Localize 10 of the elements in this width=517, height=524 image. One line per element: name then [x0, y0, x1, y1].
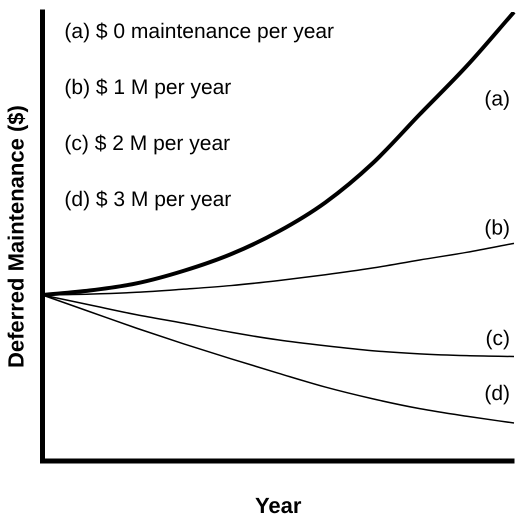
annotation: (d) $ 3 M per year — [64, 188, 232, 211]
x-axis-title: Year — [254, 492, 302, 518]
annotation: (b) $ 1 M per year — [64, 76, 232, 99]
annotation: (a) $ 0 maintenance per year — [64, 20, 334, 43]
series-label: (d) — [484, 382, 510, 405]
y-axis-title: Deferred Maintenance ($) — [3, 105, 28, 368]
annotation: (c) $ 2 M per year — [64, 132, 230, 155]
series-label: (a) — [484, 88, 510, 111]
series-label: (c) — [486, 327, 510, 350]
series-label: (b) — [484, 216, 510, 240]
